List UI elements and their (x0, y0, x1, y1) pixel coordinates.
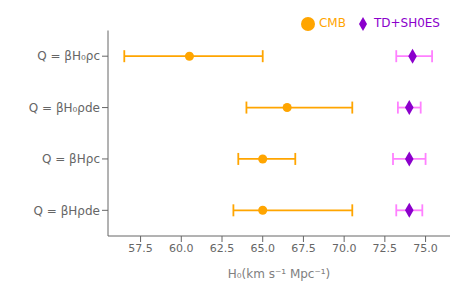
svg-text:Q = βHρc: Q = βHρc (42, 152, 100, 166)
svg-text:72.5: 72.5 (373, 242, 398, 255)
svg-text:65.0: 65.0 (250, 242, 275, 255)
svg-text:70.0: 70.0 (332, 242, 357, 255)
html-text:TD+SH0ES: TD+SH0ES (373, 16, 440, 30)
svg-text:67.5: 67.5 (291, 242, 316, 255)
html-text:CMB: CMB (318, 16, 346, 30)
svg-text:60.0: 60.0 (169, 242, 194, 255)
svg-text:Q = βHρde: Q = βHρde (34, 204, 100, 218)
svg-text:75.0: 75.0 (413, 242, 438, 255)
svg-text:H₀(km s⁻¹ Mpc⁻¹): H₀(km s⁻¹ Mpc⁻¹) (228, 267, 331, 281)
svg-text:Q = βH₀ρc: Q = βH₀ρc (37, 49, 100, 63)
svg-text:57.5: 57.5 (128, 242, 153, 255)
svg-text:62.5: 62.5 (210, 242, 235, 255)
svg-text:Q = βH₀ρde: Q = βH₀ρde (29, 101, 100, 115)
